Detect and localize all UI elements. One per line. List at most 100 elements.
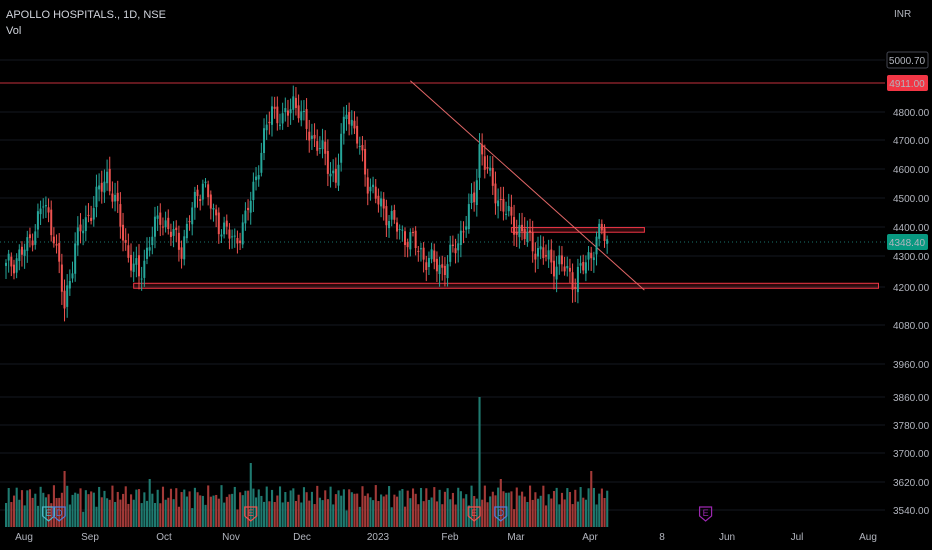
candle-body [247, 207, 250, 211]
volume-bar [595, 504, 598, 527]
volume-bar [324, 490, 327, 527]
candle-body [212, 208, 215, 210]
volume-bar [361, 486, 364, 527]
candle-body [175, 227, 178, 231]
candle-body [220, 234, 223, 237]
volume-bar [388, 486, 391, 527]
volume-bar [308, 500, 311, 527]
volume-bar [374, 485, 377, 527]
candle-body [183, 236, 186, 260]
volume-bar [571, 504, 574, 527]
candle-body [305, 109, 308, 129]
volume-bar [494, 495, 497, 527]
volume-bar [58, 497, 61, 527]
volume-bar [143, 492, 146, 527]
candle-body [427, 257, 430, 268]
chart-title: APOLLO HOSPITALS., 1D, NSE [6, 9, 166, 21]
volume-bar [590, 471, 593, 527]
candle-body [71, 273, 74, 279]
candle-body [127, 245, 130, 258]
volume-bar [297, 494, 300, 527]
candle-body [377, 195, 380, 205]
candle-body [316, 141, 319, 151]
volume-bar [316, 485, 319, 527]
candle-body [571, 272, 574, 290]
volume-bar [111, 485, 114, 527]
candle-body [225, 220, 228, 227]
candle-body [31, 240, 34, 246]
volume-bar [273, 502, 276, 527]
volume-bar [18, 499, 21, 527]
candle-body [390, 211, 393, 220]
candle-body [74, 243, 77, 274]
candle-body [329, 173, 332, 177]
candle-body [204, 181, 207, 183]
volume-bar [252, 488, 255, 527]
candle-body [244, 210, 247, 224]
candle-body [294, 97, 297, 108]
volume-bar [310, 491, 313, 527]
candle-body [430, 249, 433, 260]
candle-body [185, 223, 188, 239]
candle-body [122, 224, 125, 241]
currency-label: INR [894, 9, 912, 20]
candle-body [507, 206, 510, 212]
candle-body [268, 121, 271, 124]
volume-bar [433, 487, 436, 527]
y-tick-label: 3960.00 [893, 360, 930, 371]
candle-body [396, 222, 399, 232]
candle-body [560, 255, 563, 265]
volume-bar [263, 501, 266, 527]
volume-bar [563, 499, 566, 527]
volume-bar [217, 498, 220, 527]
candle-body [82, 230, 85, 234]
x-tick-label: Feb [441, 532, 459, 543]
y-tick-label: 3780.00 [893, 421, 930, 432]
candle-body [47, 207, 50, 213]
volume-bar [300, 502, 303, 527]
candle-body [119, 204, 122, 227]
volume-bar [241, 495, 244, 527]
candle-body [510, 206, 513, 216]
candle-body [419, 248, 422, 250]
volume-bar [212, 495, 215, 527]
volume-bar [23, 505, 26, 527]
volume-bar [135, 489, 138, 527]
volume-bar [145, 500, 149, 527]
candle-body [364, 148, 367, 175]
volume-bar [7, 488, 10, 527]
candle-body [449, 244, 452, 262]
volume-bar [201, 495, 204, 527]
volume-bar [332, 504, 335, 527]
candle-body [207, 184, 210, 198]
volume-bar [603, 498, 606, 527]
candle-body [515, 231, 518, 235]
candle-body [393, 210, 396, 220]
volume-bar [284, 492, 287, 527]
candle-body [587, 252, 590, 260]
volume-bar [372, 500, 375, 527]
x-tick-label: Jun [719, 532, 735, 543]
volume-bar [350, 492, 353, 527]
volume-bar [547, 494, 550, 527]
candle-body [550, 249, 553, 263]
volume-bar [348, 489, 351, 527]
candle-body [5, 262, 7, 266]
volume-bar [454, 504, 457, 527]
candle-body [297, 105, 300, 119]
y-tick-label: 3540.00 [893, 506, 930, 517]
candle-body [574, 286, 577, 290]
x-tick-label: Jul [791, 532, 804, 543]
volume-bar [185, 496, 188, 527]
volume-bar [441, 504, 444, 527]
candle-body [36, 211, 39, 230]
volume-bar [369, 497, 372, 527]
volume-bar [175, 488, 178, 527]
candle-body [252, 181, 255, 201]
x-tick-label: Dec [293, 532, 311, 543]
volume-bar [28, 489, 32, 527]
y-tick-label: 3620.00 [893, 478, 930, 489]
volume-bar [550, 498, 553, 527]
volume-bar [177, 506, 180, 527]
